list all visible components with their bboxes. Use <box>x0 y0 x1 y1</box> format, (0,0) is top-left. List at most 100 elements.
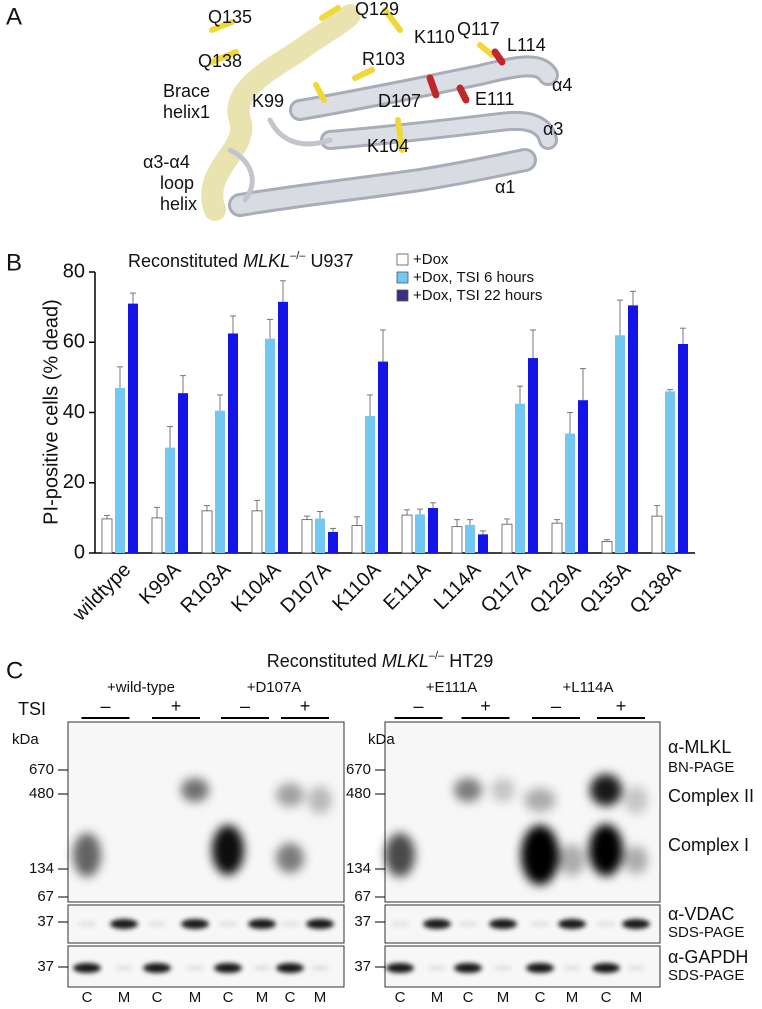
vdac-band <box>248 919 276 929</box>
y-tick-label: 40 <box>63 401 85 423</box>
band <box>73 833 101 877</box>
vdac-band <box>530 921 550 927</box>
treatment-label: – <box>240 696 250 716</box>
bar <box>265 338 275 553</box>
bands <box>73 919 334 973</box>
y-tick-label: 60 <box>63 331 85 353</box>
panel-letter: A <box>6 3 22 30</box>
gapdh-band <box>526 963 554 973</box>
kda-label: kDa <box>12 731 39 748</box>
title-gene: MLKL <box>382 651 429 671</box>
bar <box>201 510 213 554</box>
marker-label: 480 <box>29 785 54 802</box>
bar <box>415 514 425 553</box>
gapdh-band <box>73 963 101 973</box>
structure-label: helix <box>160 194 197 214</box>
bar <box>501 523 513 554</box>
side-label: Complex II <box>668 786 754 806</box>
band <box>276 843 304 873</box>
structure-label: α3-α4 <box>143 152 190 172</box>
title-sup: –/– <box>290 250 306 262</box>
bar <box>528 358 538 553</box>
title-part: Reconstituted <box>267 651 377 671</box>
band <box>521 825 559 885</box>
bar <box>565 433 575 553</box>
structure-label: K99 <box>252 91 284 111</box>
lane-label: C <box>82 989 93 1006</box>
legend-swatch <box>396 253 409 266</box>
side-label: BN-PAGE <box>668 759 734 776</box>
vdac-band <box>423 919 451 929</box>
treatment-label: + <box>616 696 627 716</box>
treatment-label: + <box>171 696 182 716</box>
blot-title: Reconstituted MLKL–/– HT29 <box>267 650 493 671</box>
bar <box>115 387 125 553</box>
band <box>308 786 332 814</box>
x-tick-label: D107A <box>276 558 335 617</box>
y-axis-title: PI-positive cells (% dead) <box>40 299 62 525</box>
bar <box>365 416 375 553</box>
structure-label: Q129 <box>355 0 399 19</box>
bar <box>665 391 675 553</box>
lane-label: M <box>256 989 269 1006</box>
lane-label: C <box>152 989 163 1006</box>
marker-label: 67 <box>37 888 54 905</box>
band <box>559 844 585 876</box>
vdac-band <box>218 921 238 927</box>
gapdh-band <box>311 965 329 971</box>
gapdh-band <box>386 963 414 973</box>
side-label: α-VDAC <box>668 904 734 924</box>
band <box>454 778 482 802</box>
band <box>491 778 515 802</box>
bar <box>251 510 263 554</box>
x-tick-label: Q117A <box>477 558 536 617</box>
lane-label: M <box>118 989 131 1006</box>
panel-letter: C <box>6 657 23 684</box>
vdac-band <box>458 921 478 927</box>
bar <box>228 333 238 553</box>
vdac-band <box>110 919 138 929</box>
structure-label: K104 <box>367 136 409 156</box>
bar <box>215 410 225 553</box>
marker-label: 670 <box>29 761 54 778</box>
structure-label: Q117 <box>457 19 500 39</box>
side-label: SDS-PAGE <box>668 924 744 941</box>
vdac-band <box>77 921 97 927</box>
protein-structure <box>201 4 559 221</box>
marker-label: 37 <box>354 913 371 930</box>
structure-label: E111 <box>475 89 514 109</box>
bar <box>378 361 388 553</box>
bands <box>386 919 650 973</box>
bar <box>401 514 413 554</box>
bar <box>328 531 338 553</box>
gapdh-band <box>253 965 271 971</box>
marker-label: 37 <box>37 913 54 930</box>
vdac-band <box>558 919 586 929</box>
marker-label: 134 <box>346 860 371 877</box>
gapdh-band <box>276 963 304 973</box>
marker-label: 67 <box>354 888 371 905</box>
side-label: α-MLKL <box>668 737 731 757</box>
lane-label: M <box>566 989 579 1006</box>
lane-label: M <box>431 989 444 1006</box>
x-tick-label: K104A <box>227 558 285 616</box>
x-tick-label: E111A <box>379 558 435 614</box>
gapdh-band <box>592 963 620 973</box>
y-tick-label: 0 <box>74 541 85 563</box>
gapdh-band <box>494 965 512 971</box>
group-label: +L114A <box>562 679 613 696</box>
blot-panel <box>67 721 345 903</box>
vdac-band <box>147 921 167 927</box>
gapdh-band <box>143 963 171 973</box>
band <box>181 778 209 802</box>
band <box>212 825 244 875</box>
title-sup: –/– <box>429 650 445 662</box>
structure-label: D107 <box>378 91 421 111</box>
structure-label: Q135 <box>208 7 252 27</box>
bar <box>601 541 613 554</box>
structure-label: K110 <box>414 27 455 47</box>
treatment-label: – <box>551 696 561 716</box>
structure-label: α4 <box>552 75 572 95</box>
title-part: HT29 <box>449 651 493 671</box>
bar <box>165 447 175 553</box>
